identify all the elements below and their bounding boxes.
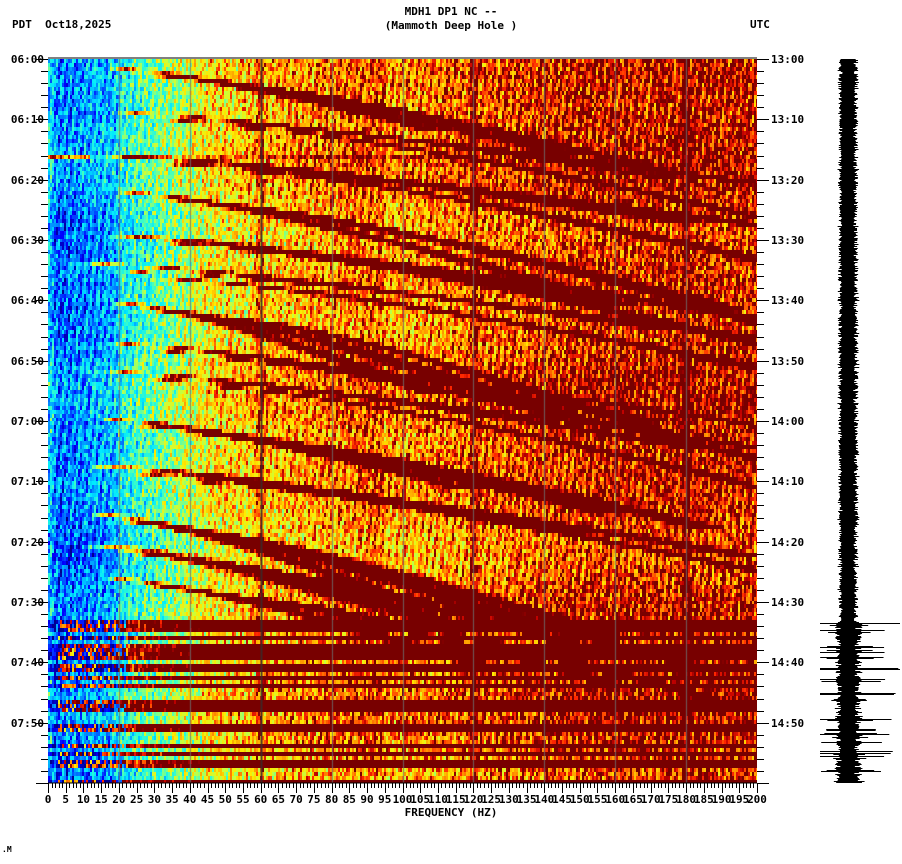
x-axis-tick-75: 75 <box>307 793 321 806</box>
x-axis-tick-80: 80 <box>324 793 339 806</box>
y-axis-left-tick-2: 06:20 <box>10 173 44 187</box>
y-axis-right-tick-8: 14:20 <box>771 535 805 549</box>
x-axis-tick-145: 145 <box>552 793 572 806</box>
y-axis-right-tick-2: 13:20 <box>771 173 805 187</box>
y-axis-left-tick-10: 07:40 <box>10 656 44 670</box>
x-axis-tick-105: 105 <box>410 793 431 806</box>
x-axis-tick-90: 90 <box>360 793 374 806</box>
x-axis-tick-160: 160 <box>605 793 626 806</box>
x-axis-tick-40: 40 <box>183 793 197 806</box>
x-axis-tick-110: 110 <box>428 793 448 806</box>
x-axis-tick-70: 70 <box>289 793 303 806</box>
spectrogram-canvas <box>48 59 757 783</box>
x-axis-tick-200: 200 <box>747 793 767 806</box>
y-axis-left-tick-3: 06:30 <box>10 234 44 247</box>
y-axis-right-tick-7: 14:10 <box>771 475 805 489</box>
y-axis-right-tick-10: 14:40 <box>771 656 805 670</box>
x-axis-tick-5: 5 <box>62 793 70 806</box>
x-axis-tick-65: 65 <box>271 793 286 806</box>
x-axis-tick-115: 115 <box>445 793 466 806</box>
x-axis-tick-150: 150 <box>569 793 590 806</box>
header-left-timezone-date: PDT Oct18,2025 <box>12 18 111 31</box>
x-axis-tick-195: 195 <box>729 793 750 806</box>
x-axis-tick-100: 100 <box>392 793 413 806</box>
x-axis-tick-10: 10 <box>76 793 91 806</box>
y-axis-right-tick-6: 14:00 <box>771 415 805 428</box>
y-axis-left-tick-1: 06:10 <box>10 113 44 127</box>
x-axis-tick-85: 85 <box>342 793 356 806</box>
x-axis-tick-25: 25 <box>130 793 144 806</box>
y-axis-right-tick-4: 13:40 <box>771 294 805 308</box>
x-axis-tick-20: 20 <box>112 793 126 806</box>
x-axis-tick-165: 165 <box>622 793 643 806</box>
x-axis-tick-170: 170 <box>640 793 661 806</box>
y-axis-left-tick-11: 07:50 <box>10 716 44 730</box>
x-axis-tick-120: 120 <box>463 793 484 806</box>
y-axis-left-tick-6: 07:00 <box>10 415 44 428</box>
x-axis-title: FREQUENCY (HZ) <box>404 806 498 819</box>
x-axis-tick-135: 135 <box>516 793 537 806</box>
y-axis-left-tick-9: 07:30 <box>10 596 44 609</box>
x-axis-tick-125: 125 <box>481 793 502 806</box>
x-axis-tick-45: 45 <box>200 793 215 806</box>
y-axis-right-tick-3: 13:30 <box>771 234 805 247</box>
y-axis-right-tick-0: 13:00 <box>771 53 805 66</box>
seismogram-trace-panel[interactable] <box>820 59 900 783</box>
header-timezone-left: PDT <box>12 18 32 31</box>
y-axis-right-tick-5: 13:50 <box>771 354 805 368</box>
x-axis-tick-190: 190 <box>711 793 732 806</box>
page-title: MDH1 DP1 NC -- <box>404 5 498 18</box>
y-axis-right-tick-11: 14:50 <box>771 716 805 730</box>
corner-artifact: .M <box>2 845 12 854</box>
y-axis-left-tick-4: 06:40 <box>10 294 44 308</box>
header-timezone-right: UTC <box>750 18 770 31</box>
x-axis-tick-95: 95 <box>378 793 392 806</box>
y-axis-left-tick-7: 07:10 <box>10 475 44 489</box>
x-axis-tick-60: 60 <box>254 793 268 806</box>
y-axis-left-tick-8: 07:20 <box>10 535 44 549</box>
spectrogram-plot[interactable] <box>48 59 757 783</box>
y-axis-left-tick-5: 06:50 <box>10 354 44 368</box>
page-subtitle: (Mammoth Deep Hole ) <box>384 19 518 32</box>
x-axis-tick-180: 180 <box>676 793 697 806</box>
y-axis-right-tick-9: 14:30 <box>771 596 805 609</box>
x-axis-tick-0: 0 <box>44 793 52 806</box>
y-axis-right-tick-1: 13:10 <box>771 113 805 127</box>
seismogram-trace-canvas <box>820 59 900 783</box>
x-axis-tick-30: 30 <box>147 793 161 806</box>
x-axis-tick-15: 15 <box>94 793 108 806</box>
x-axis-tick-50: 50 <box>218 793 232 806</box>
y-axis-left-tick-0: 06:00 <box>10 53 44 66</box>
x-axis-tick-155: 155 <box>587 793 608 806</box>
x-axis-tick-185: 185 <box>693 793 714 806</box>
x-axis-tick-35: 35 <box>165 793 179 806</box>
x-axis-tick-130: 130 <box>498 793 519 806</box>
x-axis-tick-55: 55 <box>236 793 250 806</box>
x-axis-tick-140: 140 <box>534 793 555 806</box>
header-date: Oct18,2025 <box>45 18 112 31</box>
x-axis-tick-175: 175 <box>658 793 679 806</box>
